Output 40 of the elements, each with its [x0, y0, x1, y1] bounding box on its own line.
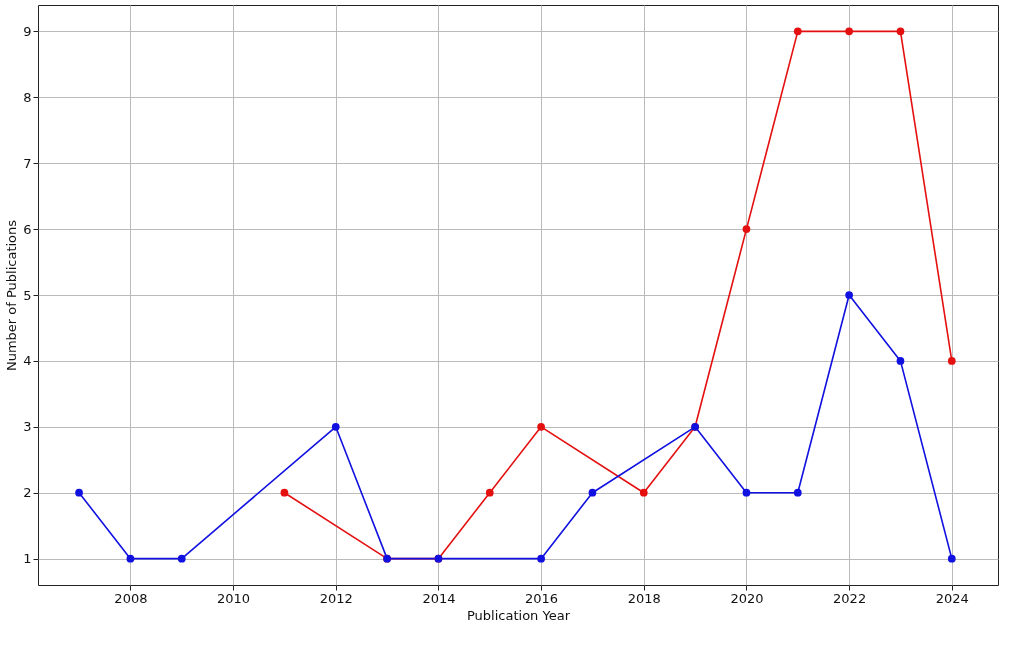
y-tick-label: 3	[23, 419, 32, 435]
y-tick-label: 4	[23, 353, 32, 369]
point	[588, 488, 597, 497]
point	[793, 27, 802, 36]
y-axis-title: Number of Publications	[4, 219, 20, 372]
point	[742, 225, 751, 233]
point	[896, 27, 905, 36]
y-tick-label: 2	[23, 485, 32, 501]
point	[845, 27, 853, 36]
y-tick-label: 7	[23, 155, 32, 171]
point	[845, 291, 853, 299]
x-axis-title: Publication Year	[467, 607, 571, 623]
y-tick-label: 9	[23, 23, 32, 39]
point	[947, 357, 956, 365]
x-tick-label: 2018	[627, 590, 661, 606]
point	[793, 488, 802, 497]
point	[639, 488, 648, 497]
point	[896, 357, 905, 365]
y-tick-label: 8	[23, 89, 32, 105]
point	[126, 554, 135, 563]
x-tick-label: 2008	[114, 590, 148, 606]
point	[947, 554, 956, 563]
y-tick-label: 5	[23, 287, 32, 303]
x-tick-label: 2022	[833, 590, 867, 606]
point	[485, 488, 494, 497]
y-tick-label: 1	[23, 551, 32, 567]
point	[280, 488, 289, 497]
x-tick-label: 2014	[422, 590, 456, 606]
point	[177, 554, 186, 563]
point	[742, 488, 751, 497]
x-tick-label: 2016	[525, 590, 559, 606]
point	[75, 488, 83, 497]
x-tick-label: 2012	[319, 590, 353, 606]
x-tick-label: 2024	[935, 590, 969, 606]
x-tick-label: 2010	[217, 590, 251, 606]
point	[331, 422, 340, 431]
y-tick-label: 6	[23, 221, 32, 237]
x-tick-label: 2020	[730, 590, 764, 606]
point	[537, 422, 545, 431]
point	[537, 554, 545, 563]
